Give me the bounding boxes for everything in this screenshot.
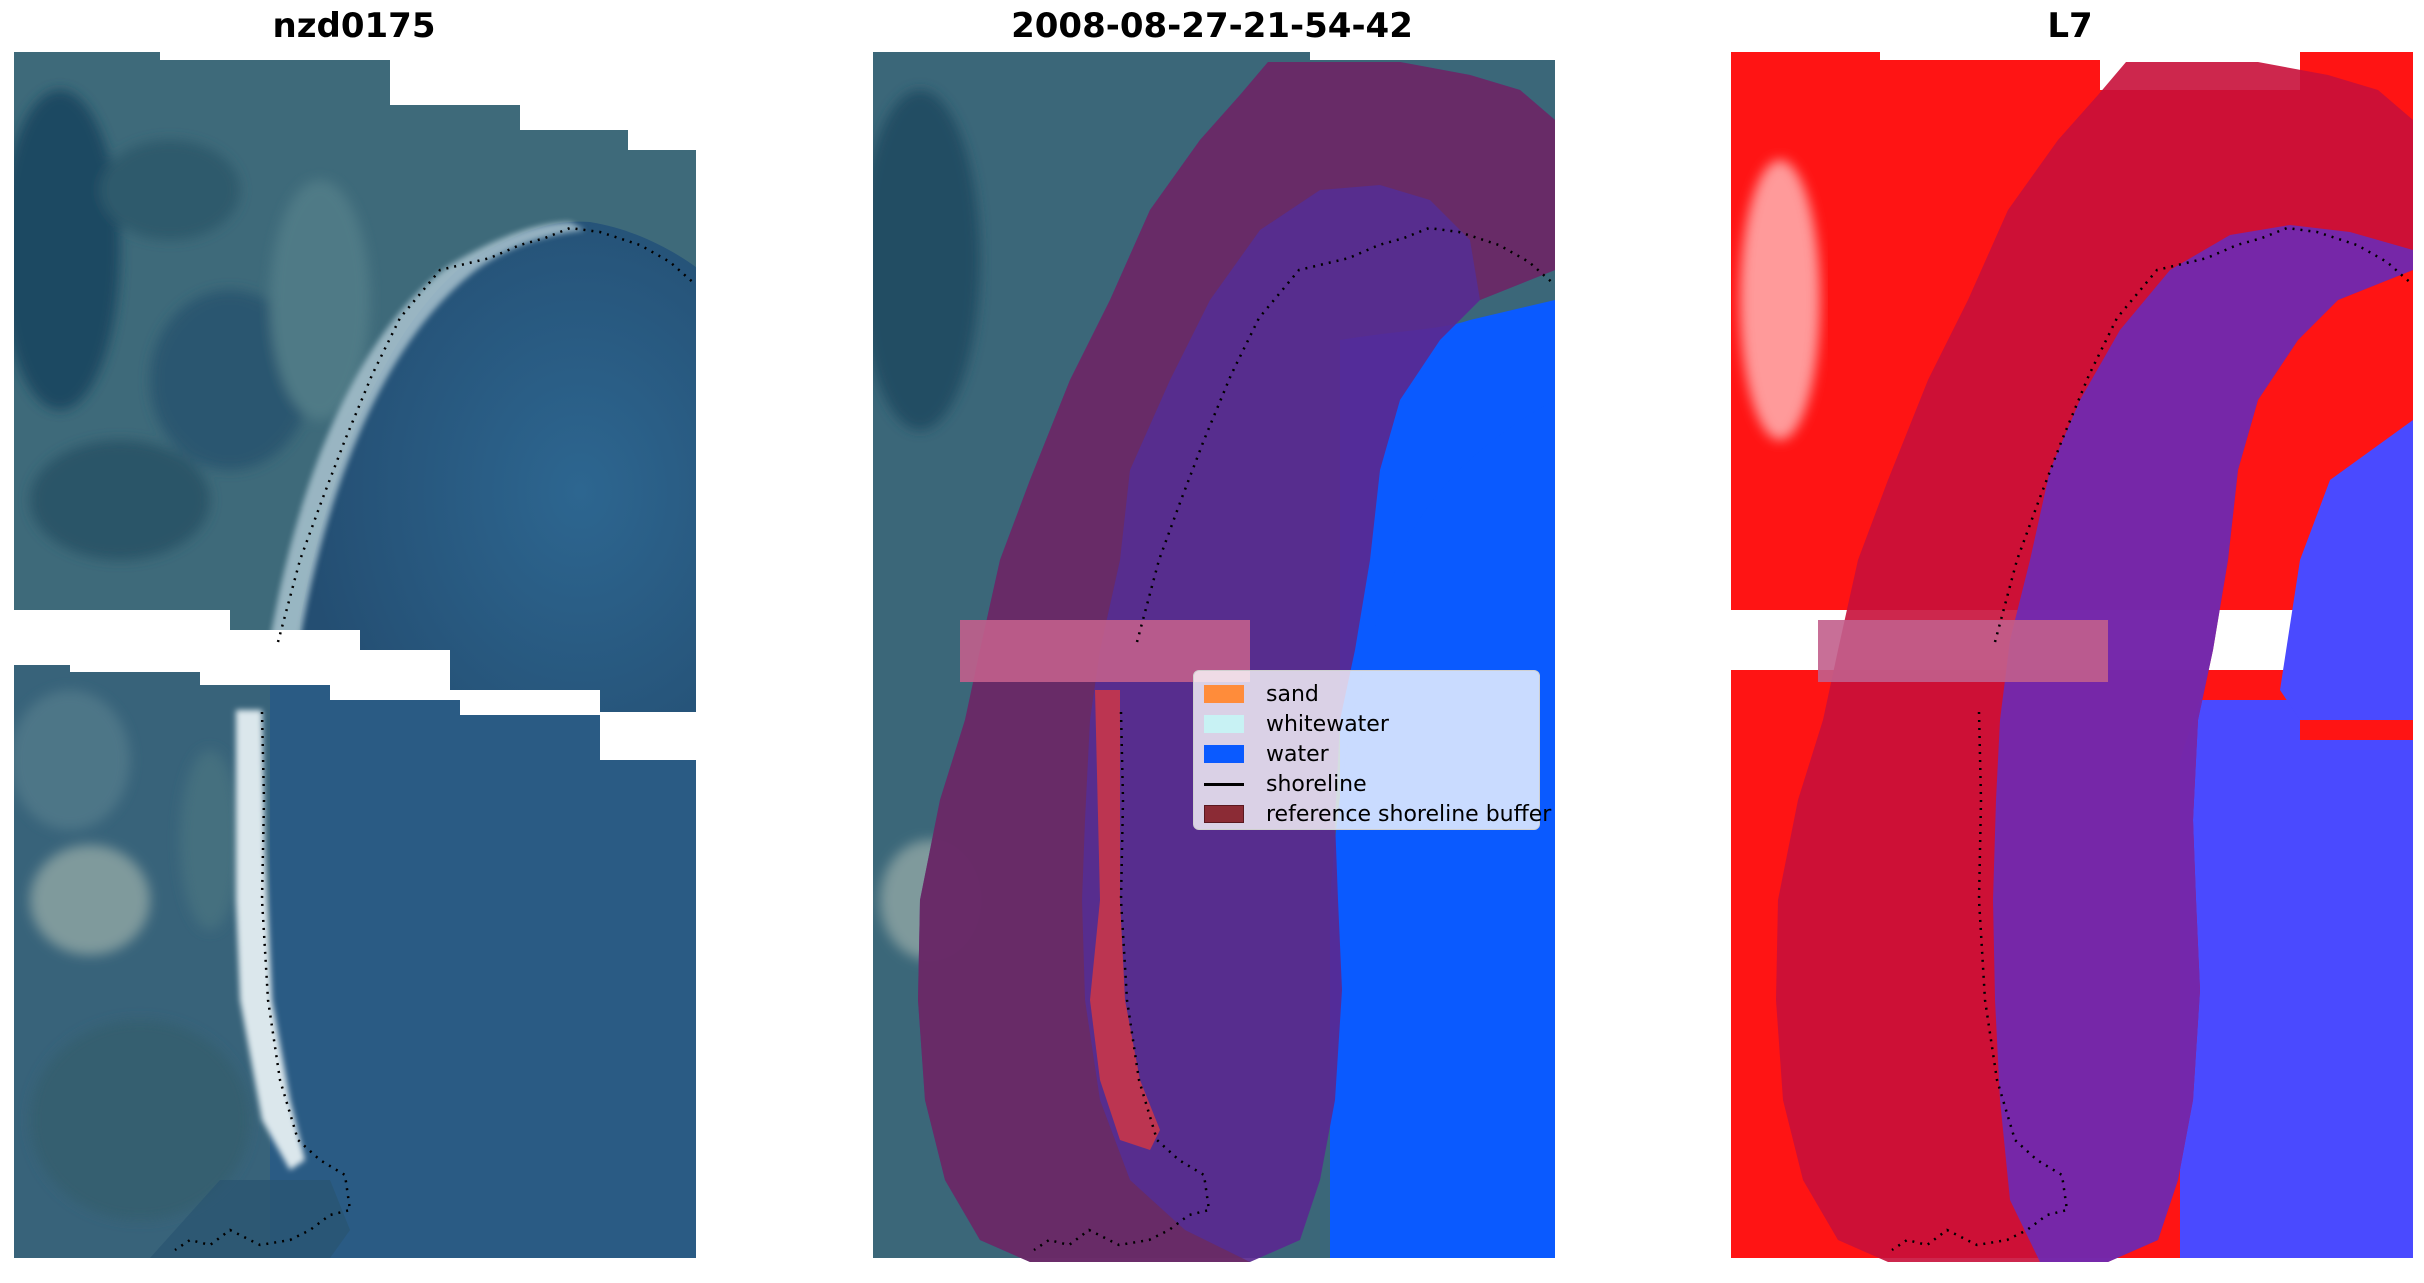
classification-image <box>873 52 1555 1262</box>
index-buffer-gap-band <box>1818 620 2108 682</box>
legend-item-sand: sand <box>1204 679 1529 709</box>
legend-label-shoreline: shoreline <box>1266 771 1367 797</box>
index-image <box>1731 52 2413 1262</box>
legend: sand whitewater water shoreline referenc… <box>1193 670 1551 830</box>
legend-label-buffer: reference shoreline buffer <box>1266 801 1552 827</box>
legend-label-whitewater: whitewater <box>1266 711 1389 737</box>
index-buffer-water-side <box>1993 225 2413 1262</box>
whitewater-swatch <box>1204 715 1244 733</box>
panel-title-index: L7 <box>2047 6 2093 46</box>
reference-buffer-edge <box>918 62 1555 1262</box>
legend-item-whitewater: whitewater <box>1204 709 1529 739</box>
legend-item-shoreline: shoreline <box>1204 769 1529 799</box>
rgb-image-bottom <box>14 665 696 1258</box>
shoreline-swatch <box>1204 782 1244 786</box>
sand-swatch <box>1204 685 1244 703</box>
panel-title-rgb: nzd0175 <box>272 6 436 46</box>
legend-label-sand: sand <box>1266 681 1319 707</box>
rgb-image-top <box>14 52 696 712</box>
sand-pixels <box>1090 690 1160 1150</box>
water-swatch <box>1204 745 1244 763</box>
legend-item-water: water <box>1204 739 1529 769</box>
panel-title-classification: 2008-08-27-21-54-42 <box>1011 6 1413 46</box>
legend-label-water: water <box>1266 741 1329 767</box>
legend-item-buffer: reference shoreline buffer <box>1204 799 1551 829</box>
buffer-swatch <box>1204 805 1244 823</box>
